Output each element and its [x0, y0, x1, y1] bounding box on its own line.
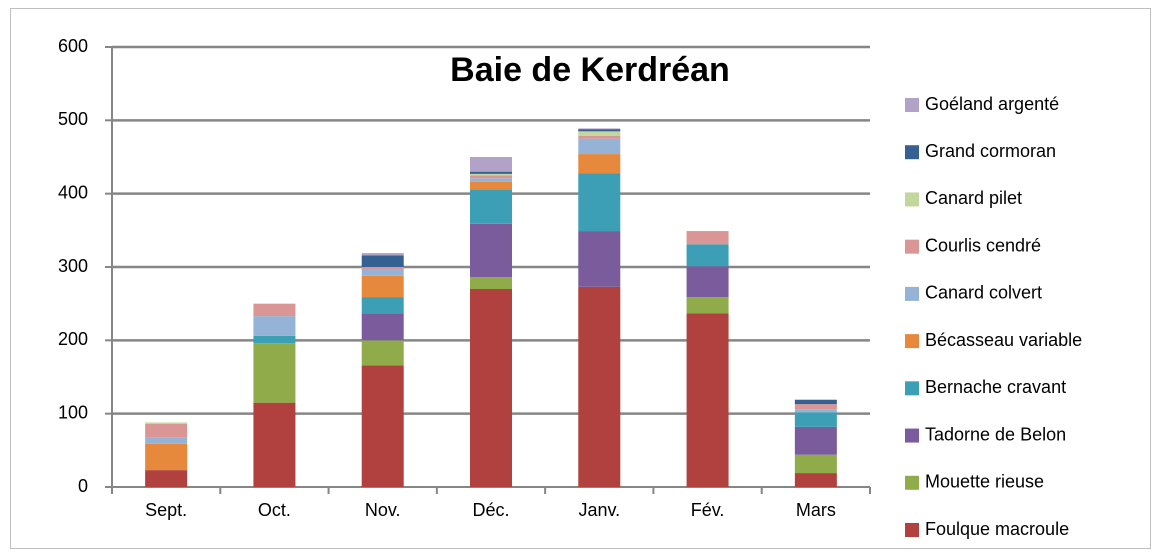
bar-segment	[470, 157, 512, 172]
x-tick-label: Janv.	[578, 500, 620, 520]
bar-segment	[686, 313, 729, 487]
legend-label: Bernache cravant	[925, 377, 1066, 397]
bar-segment	[361, 340, 404, 366]
bar-segment	[686, 266, 729, 298]
bar-segment	[145, 422, 188, 424]
bar-segment	[361, 275, 404, 298]
bar-segment	[470, 175, 512, 179]
bar-segment	[470, 178, 512, 182]
bar-segment	[470, 277, 512, 289]
bar-segment	[794, 426, 837, 455]
bar-segment	[686, 297, 729, 314]
bar-segment	[470, 171, 512, 174]
legend-label: Goéland argenté	[925, 94, 1059, 114]
bar-segment	[361, 253, 404, 256]
bar-segment	[253, 402, 296, 487]
y-tick-label: 200	[58, 329, 88, 349]
y-tick-label: 300	[58, 256, 88, 276]
bar-segment	[361, 313, 404, 341]
legend-swatch	[905, 381, 919, 396]
bar-segment	[145, 470, 188, 487]
legend-swatch	[905, 192, 919, 207]
bar-segment	[145, 423, 188, 438]
x-tick-label: Sept.	[145, 500, 187, 520]
bar-segment	[794, 473, 837, 487]
bar-segment	[794, 399, 837, 405]
legend-swatch	[905, 145, 919, 160]
bar-segment	[470, 173, 512, 176]
bar-segment	[361, 297, 404, 314]
bar-segment	[686, 244, 729, 267]
chart-title: Baie de Kerdréan	[450, 51, 730, 89]
bar-segment	[578, 173, 621, 232]
x-tick-label: Nov.	[365, 500, 401, 520]
x-tick-label: Fév.	[691, 500, 725, 520]
bar-segment	[253, 303, 296, 317]
legend-label: Canard pilet	[925, 188, 1022, 208]
legend-label: Courlis cendré	[925, 235, 1041, 255]
y-tick-label: 600	[58, 36, 88, 56]
bar-segment	[361, 365, 404, 487]
legend-label: Mouette rieuse	[925, 472, 1044, 492]
bar-segment	[578, 129, 621, 132]
bar-segment	[470, 223, 512, 278]
bar-segment	[361, 255, 404, 267]
bar-segment	[578, 128, 621, 130]
legend-swatch	[905, 98, 919, 112]
bar-segment	[578, 138, 621, 155]
bar-segment	[578, 131, 621, 136]
bar-segment	[794, 412, 837, 427]
bar-segment	[145, 443, 188, 471]
legend-label: Foulque macroule	[925, 519, 1069, 539]
bar-segment	[794, 409, 837, 413]
bar-segment	[686, 231, 729, 245]
bar-segment	[578, 154, 621, 174]
y-tick-label: 400	[58, 182, 88, 202]
bar-segment	[578, 231, 621, 287]
bar-segment	[578, 286, 621, 487]
legend-swatch	[905, 286, 919, 301]
bar-segment	[794, 404, 837, 410]
legend-swatch	[905, 428, 919, 443]
legend-label: Grand cormoran	[925, 141, 1056, 161]
bar-segment	[470, 181, 512, 190]
x-tick-label: Oct.	[258, 500, 291, 520]
legend-label: Bécasseau variable	[925, 330, 1082, 350]
y-tick-label: 0	[78, 476, 88, 496]
legend-label: Canard colvert	[925, 283, 1042, 303]
bar-segment	[361, 267, 404, 270]
bar-segment	[253, 316, 296, 336]
bar-segment	[145, 437, 188, 444]
bar-segment	[578, 135, 621, 139]
x-tick-label: Déc.	[472, 500, 509, 520]
y-tick-label: 500	[58, 109, 88, 129]
bar-segment	[794, 454, 837, 474]
legend-swatch	[905, 523, 919, 537]
y-tick-label: 100	[58, 402, 88, 422]
legend-label: Tadorne de Belon	[925, 424, 1066, 444]
bar-segment	[253, 343, 296, 403]
bar-segment	[361, 269, 404, 276]
legend-swatch	[905, 239, 919, 254]
x-tick-label: Mars	[796, 500, 836, 520]
bar-segment	[470, 289, 512, 487]
legend-swatch	[905, 475, 919, 490]
bar-segment	[253, 335, 296, 344]
legend-swatch	[905, 334, 919, 349]
bar-segment	[470, 190, 512, 224]
